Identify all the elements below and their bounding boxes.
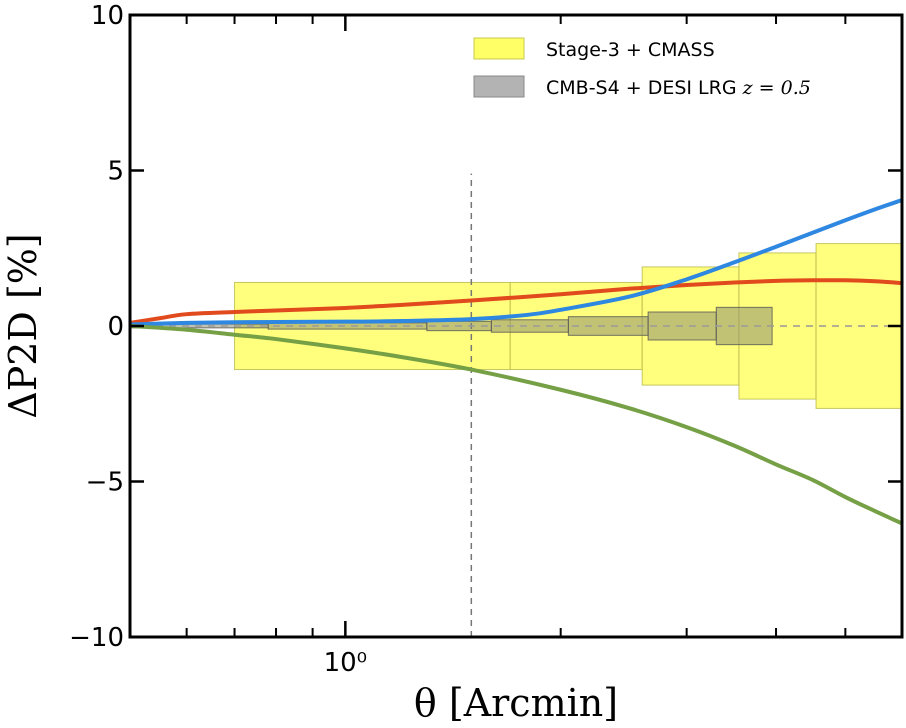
y-tick-label: 10 xyxy=(91,1,124,31)
legend-label-cmbs4-main: CMB-S4 + DESI LRG xyxy=(546,77,743,99)
plot-frame xyxy=(128,13,904,639)
legend: Stage-3 + CMASS CMB-S4 + DESI LRG z = 0.… xyxy=(473,37,811,99)
x-tick-label: 10⁰ xyxy=(324,648,368,678)
curve-blue xyxy=(130,198,902,327)
curve-red xyxy=(130,278,902,325)
legend-swatch-stage3 xyxy=(473,37,525,60)
curve-green xyxy=(130,324,902,526)
legend-swatch-cmbs4 xyxy=(473,75,525,98)
tick-labels: 10 5 0 −5 −10 10⁰ xyxy=(69,1,367,678)
band-1-bin-4 xyxy=(567,316,649,336)
y-axis-label: ΔP2D [%] xyxy=(1,233,45,419)
y-tick-label: −5 xyxy=(86,468,124,498)
y-tick-label: −10 xyxy=(69,623,124,653)
y-tick-label: 0 xyxy=(107,312,124,342)
legend-label-stage3: Stage-3 + CMASS xyxy=(546,39,715,61)
legend-label-cmbs4: CMB-S4 + DESI LRG z = 0.5 xyxy=(546,77,811,99)
y-tick-label: 5 xyxy=(107,157,124,187)
x-axis-label: θ [Arcmin] xyxy=(414,681,618,725)
reference-lines xyxy=(130,173,902,637)
legend-label-cmbs4-z: z = 0.5 xyxy=(742,77,811,99)
band-1-bin-3 xyxy=(490,319,569,333)
curve-layer xyxy=(130,198,902,526)
